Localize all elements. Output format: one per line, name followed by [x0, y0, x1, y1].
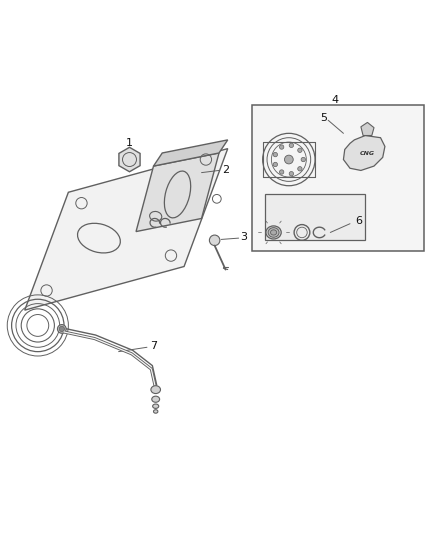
Circle shape — [279, 145, 284, 149]
Polygon shape — [136, 153, 219, 231]
Circle shape — [273, 152, 278, 157]
Text: 4: 4 — [331, 95, 338, 104]
Circle shape — [289, 172, 293, 176]
Circle shape — [279, 170, 284, 174]
Circle shape — [285, 155, 293, 164]
Ellipse shape — [266, 226, 281, 239]
Circle shape — [57, 325, 66, 333]
Circle shape — [301, 157, 305, 161]
Text: 3: 3 — [240, 232, 247, 242]
Text: 2: 2 — [222, 165, 229, 175]
Polygon shape — [343, 135, 385, 171]
Ellipse shape — [152, 404, 159, 408]
Circle shape — [298, 148, 302, 152]
Ellipse shape — [152, 396, 159, 402]
Ellipse shape — [268, 228, 279, 237]
Text: 5: 5 — [320, 113, 327, 123]
Circle shape — [298, 167, 302, 171]
Circle shape — [273, 162, 278, 167]
Ellipse shape — [151, 386, 160, 393]
Circle shape — [59, 326, 64, 332]
Text: 6: 6 — [355, 216, 362, 225]
Circle shape — [209, 235, 220, 246]
Circle shape — [289, 143, 293, 148]
Polygon shape — [361, 123, 374, 135]
Polygon shape — [119, 147, 140, 172]
Ellipse shape — [153, 410, 158, 413]
Ellipse shape — [271, 230, 277, 235]
Bar — [252, 105, 424, 251]
Bar — [265, 195, 365, 240]
Text: 7: 7 — [150, 341, 157, 351]
Polygon shape — [25, 149, 228, 310]
Text: 1: 1 — [126, 139, 133, 148]
Polygon shape — [153, 140, 228, 166]
Text: CNG: CNG — [360, 151, 375, 156]
